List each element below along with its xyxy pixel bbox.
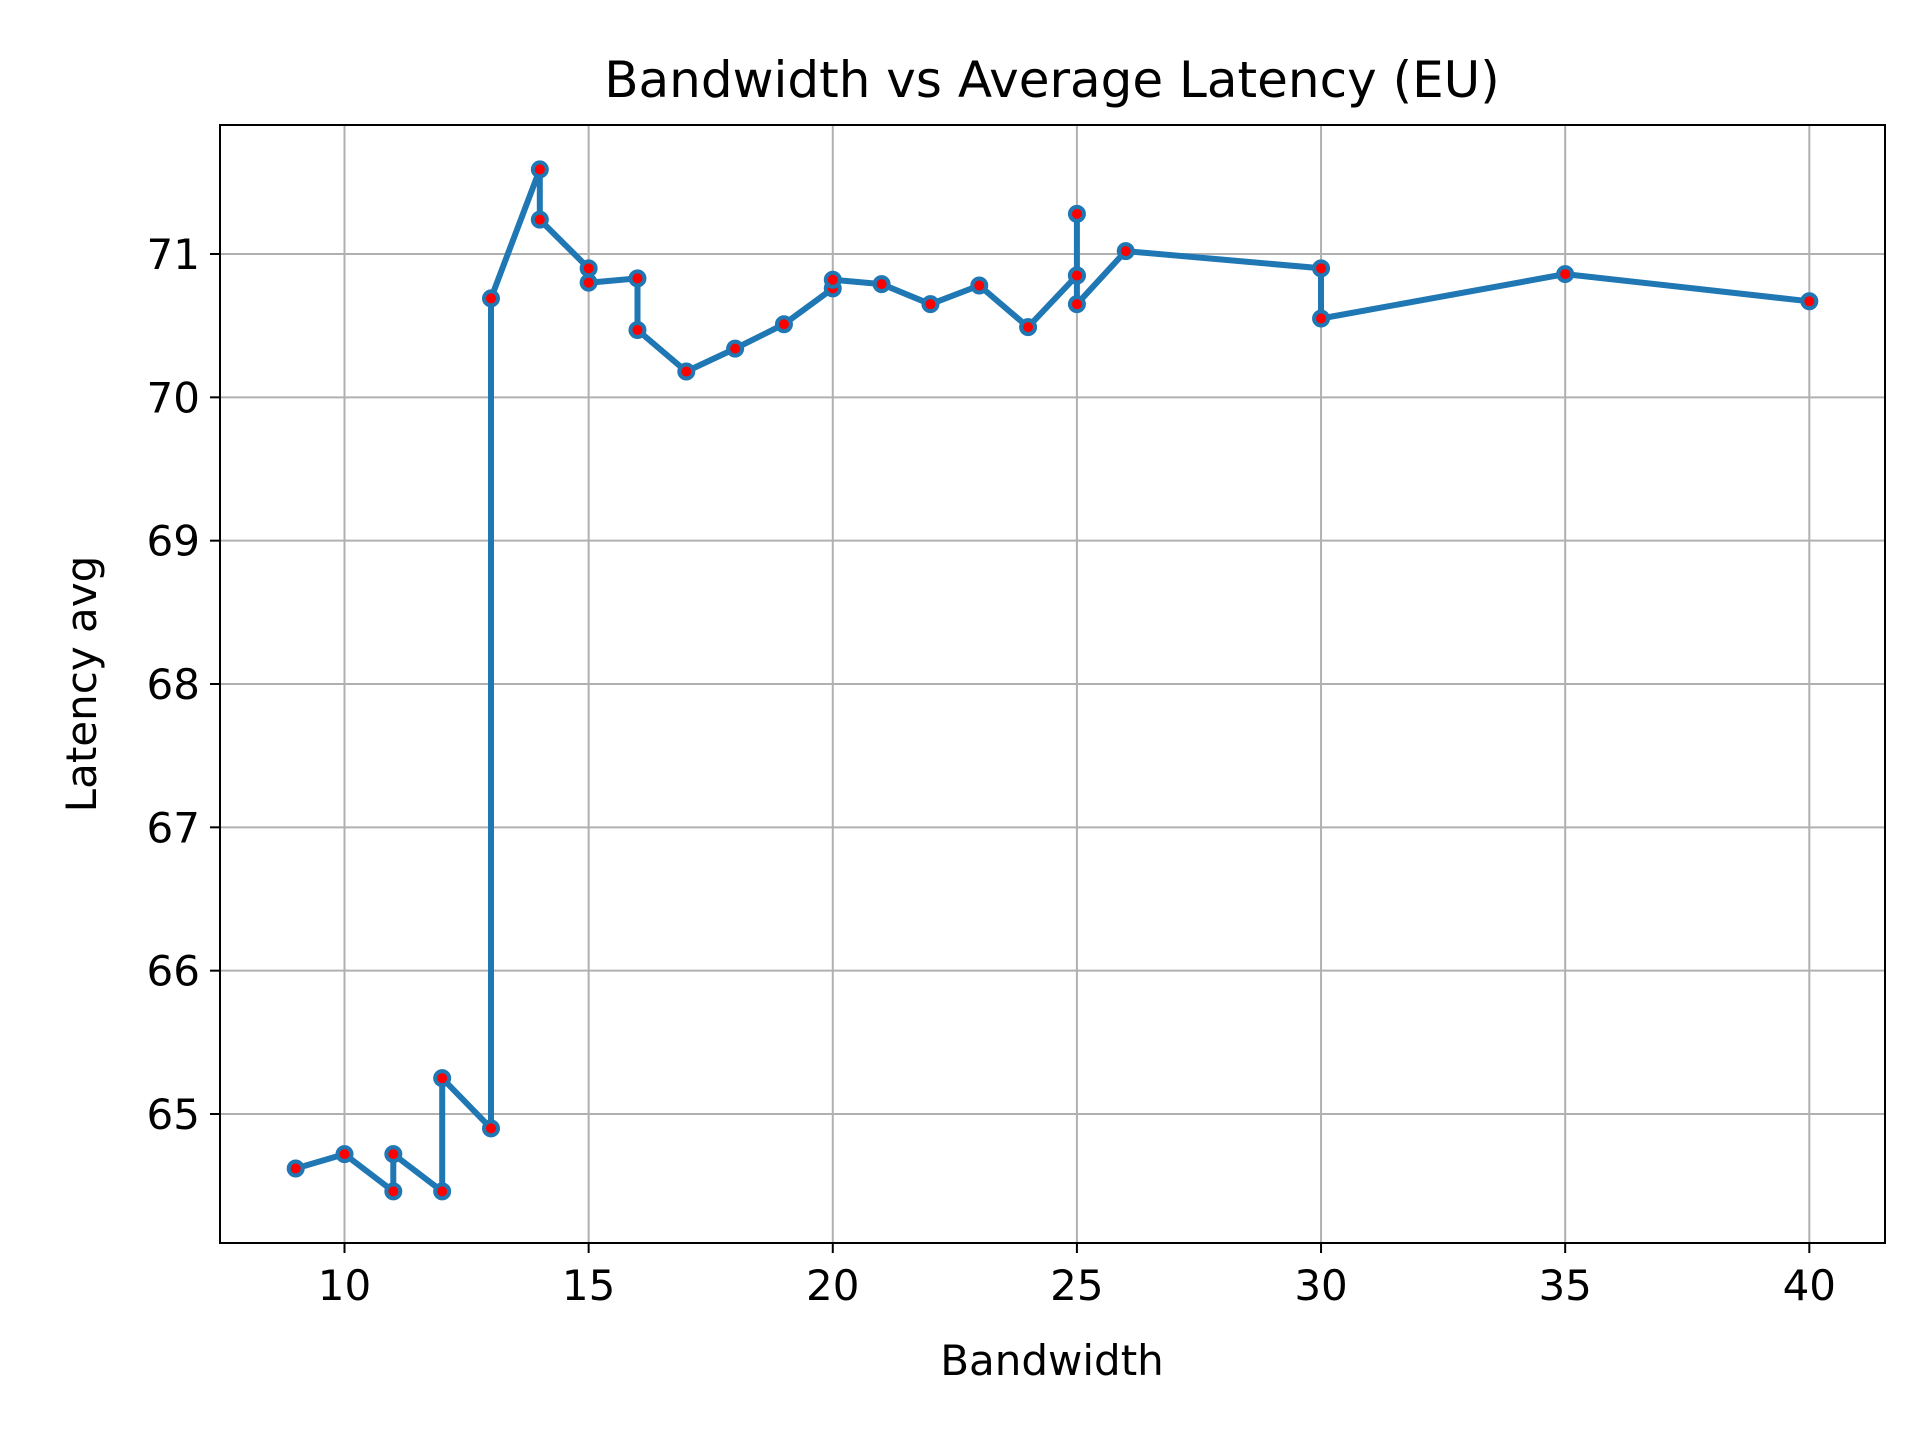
data-point — [774, 315, 793, 334]
data-point — [579, 273, 598, 292]
y-tick-label: 69 — [147, 517, 200, 566]
x-tick-label: 40 — [1783, 1261, 1836, 1310]
data-point — [1312, 259, 1331, 278]
data-point — [921, 295, 940, 314]
data-point — [1019, 318, 1038, 337]
data-point — [481, 289, 500, 308]
data-point — [335, 1145, 354, 1164]
data-point — [726, 339, 745, 358]
x-axis-label: Bandwidth — [940, 1336, 1164, 1385]
data-point — [384, 1145, 403, 1164]
data-point — [530, 160, 549, 179]
y-axis-ticks: 65 66 67 68 69 70 71 — [147, 230, 220, 1139]
data-point — [530, 210, 549, 229]
data-point — [823, 270, 842, 289]
data-point — [481, 1119, 500, 1138]
x-tick-label: 10 — [318, 1261, 371, 1310]
data-point — [286, 1159, 305, 1178]
grid — [220, 125, 1885, 1243]
data-point — [433, 1182, 452, 1201]
x-tick-label: 30 — [1294, 1261, 1347, 1310]
data-point — [579, 259, 598, 278]
data-point — [433, 1069, 452, 1088]
data-point — [384, 1182, 403, 1201]
data-point — [1067, 266, 1086, 285]
y-tick-label: 67 — [147, 803, 200, 852]
y-tick-label: 71 — [147, 230, 200, 279]
x-tick-label: 15 — [562, 1261, 615, 1310]
series-layer — [286, 160, 1819, 1201]
data-point — [872, 275, 891, 294]
y-tick-label: 70 — [147, 373, 200, 422]
data-point — [628, 320, 647, 339]
x-axis-ticks: 10 15 20 25 30 35 40 — [318, 1243, 1836, 1310]
y-tick-label: 66 — [147, 947, 200, 996]
data-point — [970, 276, 989, 295]
x-tick-label: 25 — [1050, 1261, 1103, 1310]
data-point — [1800, 292, 1819, 311]
y-axis-label: Latency avg — [57, 556, 106, 813]
data-point — [1556, 265, 1575, 284]
data-point — [1067, 204, 1086, 223]
y-tick-label: 68 — [147, 660, 200, 709]
x-tick-label: 35 — [1538, 1261, 1591, 1310]
data-point — [1067, 295, 1086, 314]
data-point — [628, 269, 647, 288]
data-point — [1312, 309, 1331, 328]
y-tick-label: 65 — [147, 1090, 200, 1139]
x-tick-label: 20 — [806, 1261, 859, 1310]
data-point — [677, 362, 696, 381]
chart-title: Bandwidth vs Average Latency (EU) — [604, 51, 1500, 109]
data-point — [1116, 242, 1135, 261]
